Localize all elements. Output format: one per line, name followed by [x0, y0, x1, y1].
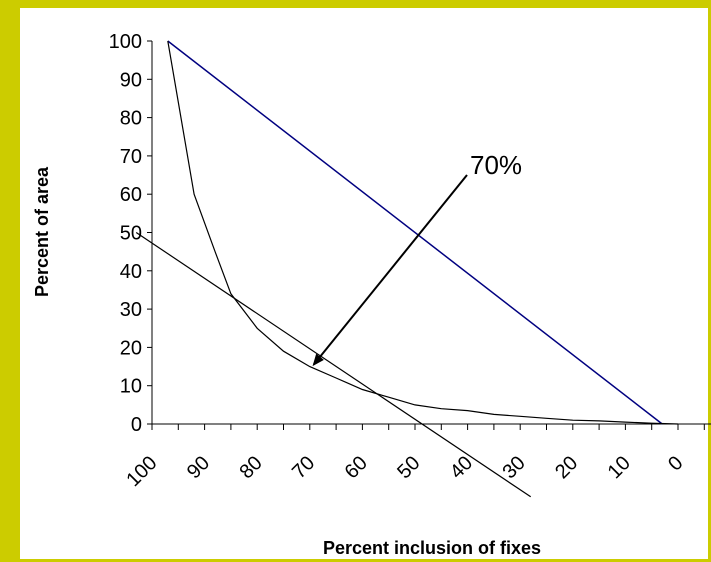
- series-layer: [135, 40, 679, 498]
- x-axis-title: Percent inclusion of fixes: [323, 538, 541, 558]
- x-tick-label: 90: [183, 452, 214, 483]
- y-tick-label: 90: [120, 69, 142, 91]
- x-tick-label: 70: [288, 452, 319, 483]
- x-tick-label: 10: [604, 452, 635, 483]
- x-tick-label: 40: [446, 452, 477, 483]
- annotation-arrow: [312, 174, 468, 367]
- y-tick-label: 100: [109, 31, 142, 53]
- x-tick-label: 0: [664, 452, 687, 475]
- y-tick-label: 40: [120, 261, 142, 283]
- y-tick-label: 10: [120, 376, 142, 398]
- y-tick-label: 60: [120, 184, 142, 206]
- y-tick-label: 30: [120, 299, 142, 321]
- annotation-label: 70%: [470, 150, 522, 180]
- x-tick-label: 80: [235, 452, 266, 483]
- series-line-2: [167, 40, 679, 425]
- series-line-1: [167, 40, 663, 425]
- y-tick-label: 0: [131, 414, 142, 436]
- annotation-layer: 70%: [312, 150, 522, 367]
- y-tick-label: 70: [120, 146, 142, 168]
- series-line-3: [135, 232, 532, 498]
- x-tick-label: 20: [551, 452, 582, 483]
- x-tick-label: 100: [122, 452, 161, 491]
- y-tick-label: 50: [120, 223, 142, 245]
- y-axis-title: Percent of area: [32, 166, 52, 297]
- x-tick-label: 50: [393, 452, 424, 483]
- y-tick-label: 80: [120, 108, 142, 130]
- y-tick-label: 20: [120, 337, 142, 359]
- x-tick-label: 60: [341, 452, 372, 483]
